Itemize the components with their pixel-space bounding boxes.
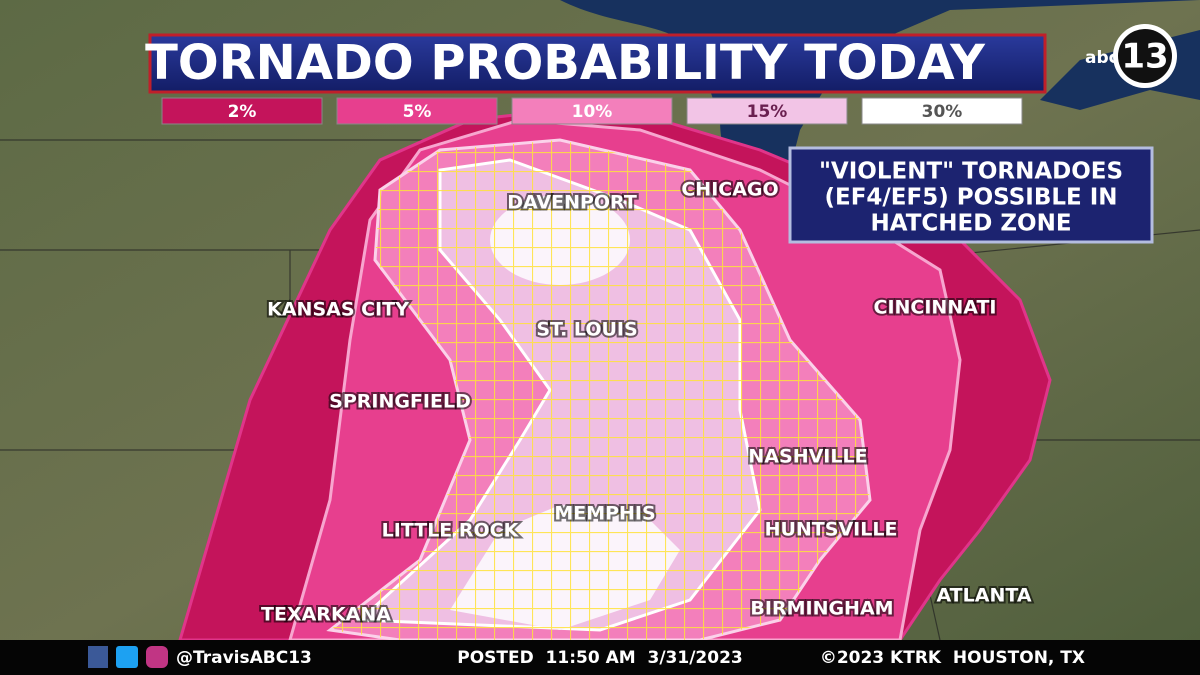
city-label: NASHVILLE <box>748 446 867 468</box>
footer-bar <box>0 640 1200 675</box>
title-banner <box>148 33 1047 94</box>
facebook-icon <box>88 646 108 668</box>
city-label: MEMPHIS <box>554 503 655 525</box>
legend: 2% 5% 10% 15% 30% <box>161 97 1023 125</box>
callout-line: HATCHED ZONE <box>870 211 1071 237</box>
legend-swatch <box>861 97 1023 125</box>
copyright: ©2023 KTRK HOUSTON, TX <box>820 648 1085 668</box>
title: TORNADO PROBABILITY TODAY <box>145 35 986 91</box>
legend-label: 5% <box>403 102 432 122</box>
hatched-zone <box>330 140 870 640</box>
city-label: ATLANTA <box>936 585 1031 607</box>
city-label: CHICAGO <box>681 179 778 201</box>
callout-line: "VIOLENT" TORNADOES <box>819 159 1123 185</box>
legend-swatch <box>336 97 498 125</box>
logo-channel: 13 <box>1121 37 1168 77</box>
logo-network: abc <box>1085 48 1119 68</box>
city-label: BIRMINGHAM <box>750 598 893 620</box>
callout-box <box>788 146 1154 244</box>
posted-time: POSTED 11:50 AM 3/31/2023 <box>457 648 742 668</box>
city-label: CINCINNATI <box>874 297 997 319</box>
city-label: KANSAS CITY <box>267 299 409 321</box>
callout-line: (EF4/EF5) POSSIBLE IN <box>824 185 1117 211</box>
city-label: SPRINGFIELD <box>329 391 471 413</box>
legend-label: 2% <box>228 102 257 122</box>
city-label: LITTLE ROCK <box>382 520 520 542</box>
legend-swatch <box>686 97 848 125</box>
logo-disc <box>1118 29 1172 83</box>
social-handle: @TravisABC13 <box>176 648 312 668</box>
legend-label: 10% <box>572 102 613 122</box>
twitter-icon <box>116 646 138 668</box>
legend-label: 15% <box>747 102 788 122</box>
legend-swatch <box>161 97 323 125</box>
city-label: DAVENPORT <box>507 192 637 214</box>
callout: "VIOLENT" TORNADOES(EF4/EF5) POSSIBLE IN… <box>819 159 1123 237</box>
legend-label: 30% <box>922 102 963 122</box>
city-labels: DAVENPORT CHICAGO KANSAS CITY CINCINNATI ST.… <box>259 177 1034 628</box>
city-label: ST. LOUIS <box>536 319 637 341</box>
city-label: TEXARKANA <box>261 604 391 626</box>
legend-swatch <box>511 97 673 125</box>
city-label: HUNTSVILLE <box>765 519 898 541</box>
instagram-icon <box>146 646 168 668</box>
